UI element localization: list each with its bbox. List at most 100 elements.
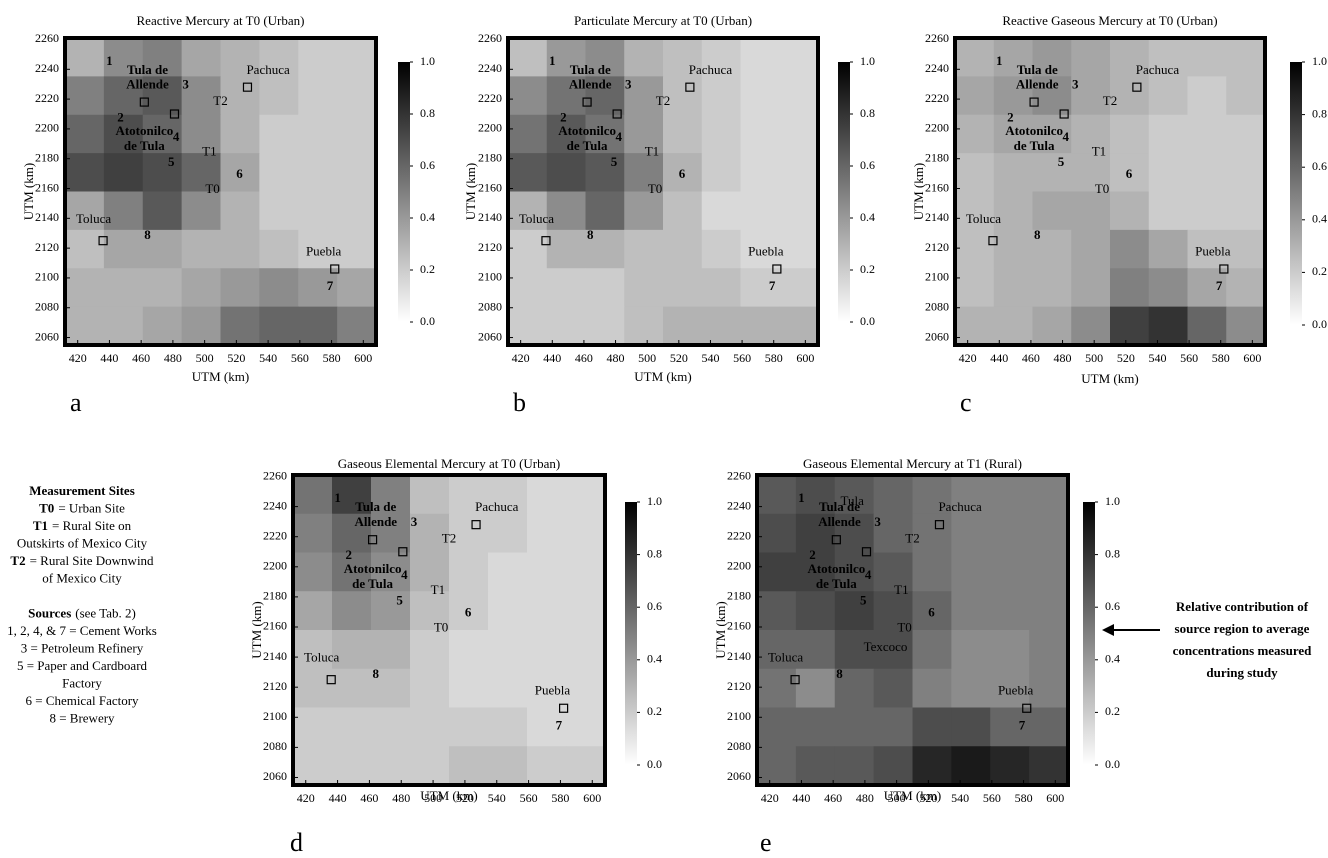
heat-cell — [103, 191, 144, 231]
heat-cell — [527, 513, 567, 553]
map-label: Allende — [126, 77, 169, 92]
legend-line: 5 = Paper and Cardboard — [17, 658, 148, 673]
heat-cell — [410, 513, 450, 553]
map-label: 4 — [173, 129, 180, 144]
x-tick-label: 500 — [638, 351, 656, 365]
heat-cell — [993, 191, 1033, 231]
y-tick-label: 2140 — [925, 210, 949, 224]
y-tick-label: 2240 — [263, 498, 287, 512]
heat-cell — [585, 306, 625, 346]
heat-cell — [220, 229, 260, 269]
heat-cell — [993, 306, 1033, 346]
map-label: Tula de — [570, 62, 611, 77]
y-tick-label: 2160 — [35, 180, 59, 194]
heat-cell — [142, 268, 183, 308]
heat-cell — [488, 552, 528, 592]
x-tick-label: 600 — [796, 351, 814, 365]
y-tick-label: 2220 — [35, 91, 59, 105]
map-label: de Tula — [567, 138, 608, 153]
legend-text: of Mexico City — [42, 570, 122, 585]
heat-cell — [1187, 191, 1227, 231]
heat-cell — [259, 306, 299, 346]
map-label: Tula de — [1017, 62, 1058, 77]
y-tick-label: 2180 — [35, 150, 59, 164]
colorbar-tick-label: 0.8 — [647, 546, 662, 560]
map-label: Pachuca — [689, 62, 733, 77]
map-label: Pachuca — [1136, 62, 1180, 77]
heat-cell — [951, 668, 991, 708]
map-label: 7 — [769, 278, 776, 293]
heat-cell — [103, 153, 144, 192]
heat-cell — [508, 229, 548, 269]
heat-cell — [955, 38, 995, 77]
map-label: 8 — [373, 666, 380, 681]
y-tick-label: 2100 — [35, 270, 59, 284]
heat-cell — [955, 229, 995, 269]
y-tick-label: 2200 — [35, 121, 59, 135]
map-label: T2 — [905, 531, 919, 546]
heat-cell — [1110, 38, 1150, 77]
heat-cell — [701, 38, 741, 77]
heat-cell — [834, 591, 875, 631]
heat-cell — [65, 114, 105, 154]
map-label: 8 — [587, 227, 594, 242]
heat-cell — [410, 668, 450, 708]
heat-cell — [410, 630, 450, 670]
heat-cell — [795, 668, 836, 708]
colorbar-tick-label: 1.0 — [420, 54, 435, 68]
map-label: Allende — [569, 77, 612, 92]
heat-cell — [181, 306, 221, 346]
heat-cell — [371, 513, 411, 553]
heat-cell — [795, 513, 836, 553]
y-tick-label: 2100 — [727, 709, 751, 723]
x-tick-label: 560 — [983, 791, 1001, 805]
heat-cell — [337, 76, 377, 116]
heat-cell — [990, 668, 1030, 708]
chart-title: Reactive Mercury at T0 (Urban) — [137, 13, 305, 28]
heat-cell — [508, 268, 548, 308]
heat-cell — [990, 513, 1030, 553]
map-label: de Tula — [352, 576, 393, 591]
map-label: 8 — [1034, 227, 1041, 242]
heat-cell — [449, 513, 489, 553]
heat-cell — [332, 552, 372, 592]
x-tick-label: 600 — [1046, 791, 1064, 805]
heat-cell — [527, 707, 567, 747]
heat-cell — [1029, 591, 1069, 631]
heat-cell — [663, 191, 703, 231]
heat-cell — [757, 746, 797, 786]
x-tick-label: 480 — [607, 351, 625, 365]
map-label: Atotonilco — [558, 123, 616, 138]
heat-cell — [103, 306, 144, 346]
heat-cell — [259, 114, 299, 154]
heat-cell — [527, 746, 567, 786]
heat-cell — [740, 76, 780, 116]
heat-cell — [566, 475, 606, 515]
y-tick-label: 2140 — [478, 210, 502, 224]
heat-cell — [779, 191, 819, 231]
x-tick-label: 420 — [69, 351, 87, 365]
heat-cell — [337, 268, 377, 308]
heat-cell — [371, 552, 411, 592]
heat-cell — [1032, 76, 1072, 116]
heat-cell — [1029, 630, 1069, 670]
heat-cell — [1226, 114, 1266, 154]
heat-cell — [1148, 268, 1188, 308]
y-tick-label: 2260 — [925, 31, 949, 45]
colorbar — [398, 62, 410, 322]
y-tick-label: 2160 — [263, 619, 287, 633]
legend-line: T1 = Rural Site on — [33, 518, 132, 533]
site-marker — [169, 109, 180, 119]
heat-cell — [779, 306, 819, 346]
heat-cell — [371, 475, 411, 515]
heat-cell — [566, 668, 606, 708]
heat-cell — [1226, 38, 1266, 77]
heat-cell — [740, 268, 780, 308]
y-tick-label: 2240 — [35, 61, 59, 75]
heat-cell — [757, 552, 797, 592]
heat-cell — [663, 76, 703, 116]
heat-cell — [701, 76, 741, 116]
map-label: 4 — [615, 129, 622, 144]
heat-cell — [1029, 746, 1069, 786]
heat-cell — [1226, 191, 1266, 231]
